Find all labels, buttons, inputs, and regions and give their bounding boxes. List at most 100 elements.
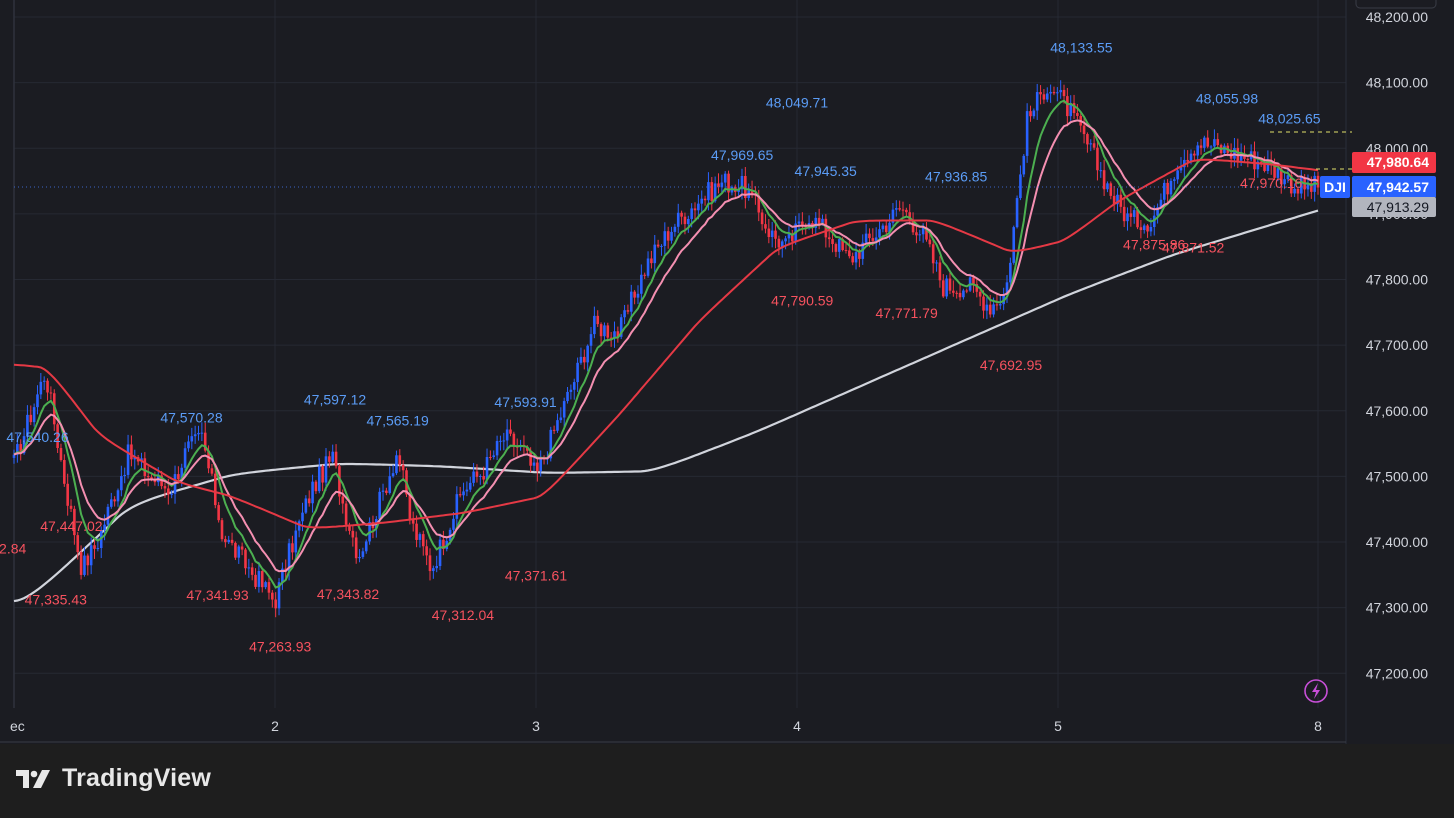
- candle-body: [398, 455, 402, 465]
- candle-body: [562, 401, 566, 418]
- low-label: 47,871.52: [1162, 240, 1224, 256]
- candle-body: [69, 505, 73, 509]
- candle-body: [32, 407, 36, 423]
- candle-body: [606, 325, 610, 338]
- candle-body: [89, 545, 93, 566]
- price-scale[interactable]: [1346, 0, 1454, 744]
- candle-body: [19, 444, 23, 454]
- low-label: 47,970.16: [1240, 175, 1302, 191]
- candle-body: [965, 290, 969, 292]
- candle-body: [190, 436, 194, 442]
- candle-body: [871, 238, 875, 241]
- candle-body: [888, 222, 891, 233]
- scale-control[interactable]: [1355, 0, 1437, 9]
- lightning-icon[interactable]: [1304, 679, 1328, 703]
- candle-body: [723, 173, 727, 183]
- candle-body: [324, 456, 328, 483]
- price-tag-last: 47,942.57: [1352, 176, 1436, 198]
- candle-body: [556, 420, 559, 431]
- candle-body: [16, 444, 19, 455]
- candle-body: [1286, 175, 1290, 180]
- candle-body: [230, 539, 234, 543]
- brand-logo[interactable]: TradingView: [14, 764, 211, 793]
- candle-body: [468, 482, 472, 490]
- candle-body: [975, 284, 979, 292]
- candle-body: [1293, 188, 1296, 194]
- candle-body: [36, 394, 39, 408]
- candle-body: [1316, 175, 1320, 188]
- candle-body: [76, 535, 80, 553]
- candle-body: [170, 493, 173, 495]
- candle-body: [277, 582, 281, 609]
- price-tick-label: 47,400.00: [1366, 534, 1428, 550]
- candle-body: [1099, 170, 1103, 172]
- candle-body: [438, 539, 442, 567]
- candle-body: [898, 208, 901, 210]
- candle-body: [244, 549, 247, 569]
- candle-body: [1025, 111, 1029, 156]
- candle-body: [418, 534, 422, 540]
- candle-body: [1299, 177, 1303, 194]
- time-axis-labels: ec 2 3 4 5 8: [10, 718, 1322, 734]
- ma-long-path: [13, 209, 1319, 603]
- time-tick-label: 3: [532, 718, 540, 734]
- high-label: 47,945.35: [795, 163, 857, 179]
- candle-body: [697, 203, 700, 211]
- candle-body: [646, 258, 650, 276]
- candle-body: [1049, 91, 1052, 94]
- candle-body: [435, 566, 438, 569]
- candle-body: [462, 491, 465, 496]
- candle-body: [851, 256, 854, 263]
- candle-body: [63, 459, 66, 484]
- time-scale[interactable]: [0, 708, 1346, 744]
- candle-body: [955, 292, 958, 294]
- candle-body: [1166, 182, 1169, 195]
- candle-body: [395, 455, 398, 474]
- candle-body: [512, 433, 516, 447]
- candle-body: [874, 237, 878, 241]
- candle-body: [146, 476, 150, 478]
- candle-body: [237, 546, 241, 558]
- candle-body: [391, 473, 395, 477]
- candle-body: [720, 182, 724, 188]
- candle-body: [203, 432, 207, 451]
- candle-body: [1266, 160, 1270, 171]
- symbol-badge[interactable]: DJI: [1320, 176, 1350, 198]
- low-label: 47,790.59: [771, 293, 833, 309]
- candle-body: [364, 541, 368, 552]
- candle-body: [482, 476, 485, 480]
- candle-body: [583, 356, 586, 363]
- candle-body: [291, 543, 294, 553]
- tradingview-logo-icon: [16, 769, 50, 788]
- candle-body: [589, 334, 593, 346]
- candle-body: [935, 262, 938, 264]
- candle-body: [958, 292, 962, 298]
- candle-body: [106, 506, 110, 525]
- candle-body: [167, 488, 170, 495]
- candle-body: [1253, 151, 1256, 170]
- candle-body: [495, 441, 499, 456]
- chart-grid: [13, 0, 1346, 708]
- candle-body: [1102, 170, 1106, 190]
- candle-body: [234, 542, 237, 558]
- chart-area[interactable]: 47,540.26 47,570.28 47,597.12 47,565.19 47,5…: [0, 0, 1454, 744]
- candle-body: [636, 293, 640, 298]
- candle-body: [133, 457, 137, 460]
- moving-averages: [13, 99, 1319, 589]
- ma-fast-line: [13, 99, 1319, 589]
- candle-body: [1082, 125, 1086, 135]
- candle-body: [586, 345, 589, 363]
- high-label: 47,597.12: [304, 392, 366, 408]
- svg-text:47,942.57: 47,942.57: [1367, 179, 1429, 195]
- candle-body: [264, 582, 267, 588]
- svg-text:47,980.64: 47,980.64: [1367, 154, 1429, 170]
- candle-body: [737, 189, 740, 192]
- candle-body: [227, 539, 231, 543]
- candle-body: [1206, 137, 1210, 147]
- candle-body: [358, 556, 361, 559]
- candle-body: [200, 432, 204, 434]
- candle-body: [650, 258, 653, 264]
- candle-body: [1032, 110, 1036, 117]
- candle-body: [177, 474, 180, 480]
